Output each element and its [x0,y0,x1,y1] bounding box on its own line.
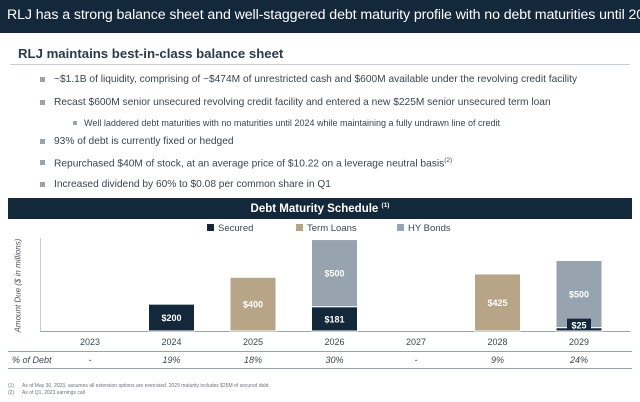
bullet-square-icon [40,182,45,187]
chart-title-bar: Debt Maturity Schedule (1) [8,198,632,219]
chart-title-footnote-ref: (1) [381,202,390,209]
bar-hy-bonds-2029 [555,260,603,329]
x-tick-label: 2023 [80,337,100,347]
data-label: $425 [487,298,507,308]
legend-swatch [207,224,214,231]
legend-swatch [397,224,404,231]
slide-title: RLJ has a strong balance sheet and well-… [7,7,640,23]
bullet-square-icon [40,139,45,144]
pct-of-debt-cell: 9% [490,355,504,365]
x-tick-label: 2026 [324,337,344,347]
bar-term-loans-2028 [474,273,521,332]
data-label: $25 [571,321,586,331]
bullet-square-icon [73,121,77,125]
footnote-ref: (2) [444,157,453,164]
pct-of-debt-cell: 24% [569,355,588,365]
data-label: $200 [161,313,181,323]
bullet-square-icon [40,77,45,82]
data-label: $181 [324,314,344,324]
bullet-square-icon [40,160,45,165]
bullet-text: Repurchased $40M of stock, at an average… [54,158,445,170]
chart-title: Debt Maturity Schedule (1) [250,202,390,215]
pct-of-debt-cell: 18% [243,355,262,365]
bar-term-loans-2025 [229,276,277,332]
bullet-liquidity: ~$1.1B of liquidity, comprising of ~$474… [40,74,578,85]
pct-of-debt-label: % of Debt [12,355,52,365]
data-label: $500 [569,290,589,300]
bullet-text: Increased dividend by 60% to $0.08 per c… [54,179,331,190]
bar-hy-bonds-2026 [311,239,358,308]
pct-of-debt-cell: - [88,355,92,365]
data-label: $500 [324,269,344,279]
footnote-2: (2) As of Q1, 2023 earnings call [8,390,85,396]
bullet-text: ~$1.1B of liquidity, comprising of ~$474… [54,74,578,85]
bullet-credit-facility: Recast $600M senior unsecured revolving … [40,97,551,108]
bullet-laddered-maturities: Well laddered debt maturities with no ma… [73,118,501,128]
pct-row-bottom-rule [8,368,632,369]
legend-term-loans: Term Loans [296,223,357,234]
pct-of-debt-cell: 30% [325,355,344,365]
x-tick-label: 2029 [569,337,589,347]
legend-secured: Secured [207,223,253,234]
bullet-fixed-debt: 93% of debt is currently fixed or hedged [40,136,234,147]
x-tick-label: 2025 [243,337,263,347]
data-label-tag [567,318,591,330]
bullet-dividend: Increased dividend by 60% to $0.08 per c… [40,179,331,190]
bullet-square-icon [40,100,45,105]
legend-hy-bonds: HY Bonds [397,223,451,234]
data-label: $400 [243,300,263,310]
pct-row-top-rule [8,351,632,352]
debt-maturity-chart: 2023 2024 2025 2026 2027 2028 2029 $200 $400 $181… [40,238,630,347]
x-tick-label: 2027 [406,337,426,347]
bullet-text: Well laddered debt maturities with no ma… [84,118,501,128]
bullet-repurchase: Repurchased $40M of stock, at an average… [40,157,453,170]
pct-of-debt-cell: - [414,355,418,365]
bar-secured-2024 [148,303,195,332]
footnote-1: (1) As of May 30, 2023, assumes all exten… [8,383,270,389]
pct-of-debt-cell: 19% [162,355,181,365]
x-tick-label: 2028 [487,337,507,347]
bullet-text: Recast $600M senior unsecured revolving … [54,97,551,108]
title-bar: RLJ has a strong balance sheet and well-… [0,0,640,33]
section-subtitle: RLJ maintains best-in-class balance shee… [18,46,284,61]
subtitle-divider [10,64,630,65]
x-tick-label: 2024 [161,337,181,347]
bullet-text: 93% of debt is currently fixed or hedged [54,136,234,147]
legend-swatch [296,224,303,231]
